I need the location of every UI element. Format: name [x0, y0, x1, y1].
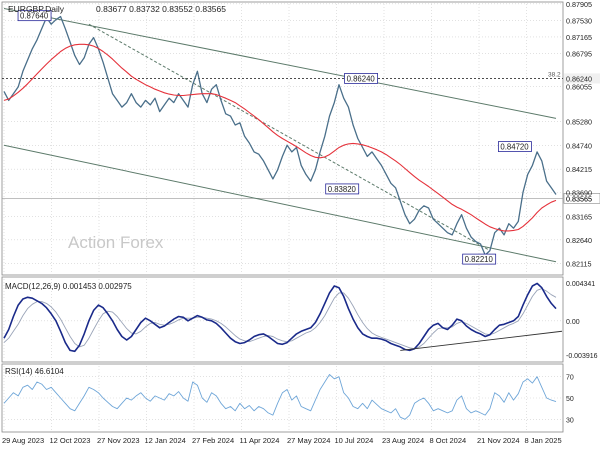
macd-trend-line [400, 330, 563, 351]
axis-layer: 29 Aug 2023 12 Oct 2023 27 Nov 2023 12 Jan … [2, 0, 600, 445]
price-tick-label: 0.86055 [566, 83, 592, 92]
symbol-label: EURGBP,Daily [8, 4, 65, 14]
moving-average-line [3, 43, 557, 232]
price-tick-label: 0.84740 [566, 142, 592, 151]
macd-tick-label: -0.003916 [566, 353, 598, 360]
price-tick-label: 0.85280 [566, 117, 592, 126]
channel-lower-line [3, 144, 557, 263]
grid-layer [2, 3, 563, 430]
x-tick-label: 27 Nov 2023 [97, 436, 140, 445]
rsi-tick-label: 30 [566, 417, 574, 424]
price-tick-label: 0.87530 [566, 17, 592, 26]
x-tick-label: 27 May 2024 [287, 436, 330, 445]
annotation-box [498, 141, 532, 152]
price-tick-label: 0.83165 [566, 212, 592, 221]
x-tick-label: 21 Nov 2024 [477, 436, 520, 445]
annotation-label: 0.86240 [347, 74, 376, 83]
channel-layer [3, 7, 557, 263]
x-tick-label: 10 Jul 2024 [335, 436, 374, 445]
current-price-label: 0.83565 [566, 194, 592, 203]
ohlc-label: 0.83677 0.83732 0.83552 0.83565 [96, 4, 226, 14]
price-tick-label: 0.87165 [566, 33, 592, 42]
watermark: Action Forex [68, 233, 164, 252]
price-tick-label: 0.84215 [566, 165, 592, 174]
macd-label: MACD(12,26,9) 0.001453 0.002975 [5, 282, 132, 291]
annotation-label: 0.87640 [20, 12, 49, 21]
channel-mid-dashed-line [88, 23, 491, 252]
price-tick-label: 0.83690 [566, 189, 592, 198]
rsi-tick-label: 50 [566, 396, 574, 403]
x-tick-label: 29 Aug 2023 [2, 436, 44, 445]
macd-tick-label: 0.004341 [566, 281, 595, 288]
channel-upper-line [3, 7, 557, 119]
annotation-label: 0.82210 [465, 255, 494, 264]
price-tick-label: 0.82115 [566, 259, 591, 268]
price-tick-label: 0.86795 [566, 50, 592, 59]
x-tick-label: 23 Aug 2024 [382, 436, 424, 445]
x-tick-label: 8 Jan 2025 [525, 436, 562, 445]
price-tick-label: 0.83565 [566, 194, 592, 203]
annotation-label: 0.83820 [328, 185, 357, 194]
fib-price-label: 0.86240 [566, 74, 592, 83]
price-series-line [3, 15, 557, 256]
price-panel-frame [1, 1, 564, 276]
series-layer [3, 15, 563, 420]
annotation-box [344, 73, 378, 84]
fib-price-box [564, 73, 600, 84]
x-tick-label: 11 Apr 2024 [240, 436, 280, 445]
x-tick-label: 27 Feb 2024 [192, 436, 234, 445]
x-tick-label: 8 Oct 2024 [430, 436, 467, 445]
rsi-label: RSI(14) 46.6104 [5, 367, 64, 376]
macd-main-line [3, 282, 557, 353]
annotation-box [325, 183, 360, 195]
price-tick-label: 0.82640 [566, 236, 592, 245]
annotation-box [17, 10, 52, 22]
rsi-tick-label: 70 [566, 375, 574, 382]
macd-panel-frame [1, 276, 564, 363]
annotation-box [462, 253, 497, 265]
annotation-layer: 0.87640 0.86240 0.83820 0.84720 0.82210 0.835… [17, 10, 600, 265]
macd-tick-label: 0.00 [566, 319, 580, 326]
fib-label: 38.2 [548, 71, 561, 78]
rsi-line [3, 374, 557, 420]
x-tick-label: 12 Jan 2024 [145, 436, 186, 445]
price-tick-label: 0.87905 [566, 0, 592, 9]
annotation-label: 0.84720 [500, 143, 529, 152]
current-price-box [563, 193, 600, 204]
x-tick-label: 12 Oct 2023 [50, 436, 91, 445]
